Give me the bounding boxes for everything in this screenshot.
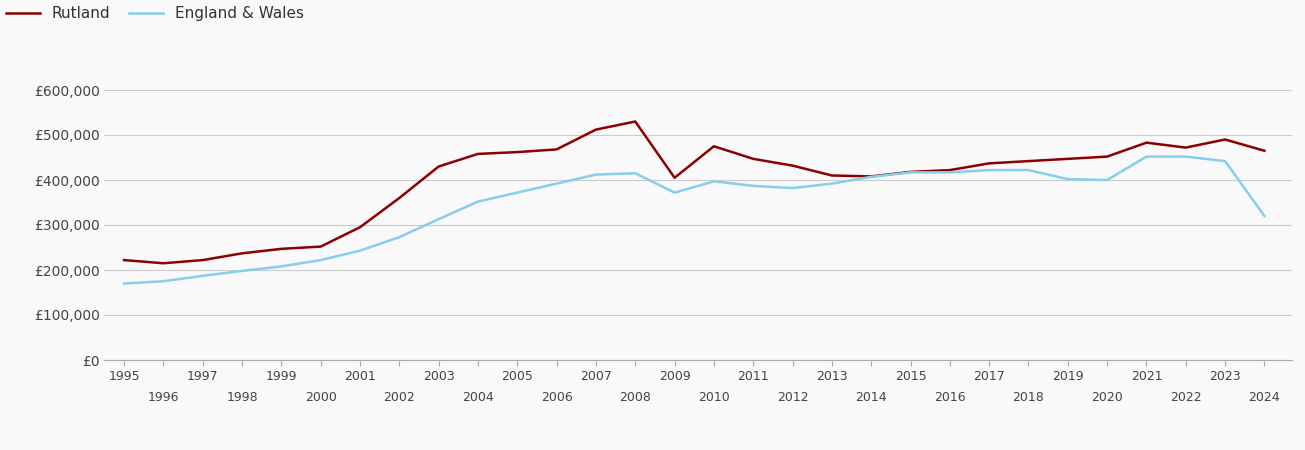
Rutland (1060, 156, 1075, 162)
Rutland (274, 246, 290, 252)
Rutland (1139, 140, 1155, 145)
England & Wales (1021, 167, 1036, 173)
Rutland (392, 195, 407, 201)
England & Wales (431, 216, 446, 222)
England & Wales (313, 257, 329, 263)
Rutland (470, 151, 485, 157)
Rutland (823, 173, 839, 178)
Rutland (903, 169, 919, 175)
Line: England & Wales: England & Wales (124, 157, 1265, 284)
Rutland (234, 251, 249, 256)
Rutland (745, 156, 761, 162)
England & Wales (1099, 177, 1114, 183)
Rutland (313, 244, 329, 249)
England & Wales (470, 199, 485, 204)
Rutland (942, 167, 958, 173)
Rutland (628, 119, 643, 124)
England & Wales (194, 273, 210, 279)
Rutland (1257, 148, 1272, 153)
Rutland (706, 144, 722, 149)
Rutland (589, 127, 604, 132)
Line: Rutland: Rutland (124, 122, 1265, 263)
England & Wales (745, 183, 761, 189)
Rutland (509, 149, 525, 155)
Rutland (864, 174, 880, 179)
England & Wales (823, 181, 839, 186)
Rutland (1178, 145, 1194, 150)
England & Wales (589, 172, 604, 177)
Rutland (431, 164, 446, 169)
England & Wales (667, 190, 683, 195)
Rutland (549, 147, 565, 152)
Rutland (352, 225, 368, 230)
England & Wales (234, 268, 249, 274)
England & Wales (352, 248, 368, 253)
England & Wales (1178, 154, 1194, 159)
England & Wales (509, 190, 525, 195)
Rutland (667, 175, 683, 180)
Rutland (1218, 137, 1233, 142)
Rutland (784, 163, 800, 168)
Rutland (194, 257, 210, 263)
England & Wales (392, 234, 407, 240)
England & Wales (1218, 158, 1233, 164)
England & Wales (155, 279, 171, 284)
Rutland (1099, 154, 1114, 159)
England & Wales (1139, 154, 1155, 159)
Rutland (155, 261, 171, 266)
England & Wales (116, 281, 132, 286)
England & Wales (274, 264, 290, 269)
England & Wales (549, 181, 565, 186)
England & Wales (942, 170, 958, 175)
Legend: Rutland, England & Wales: Rutland, England & Wales (0, 0, 309, 27)
England & Wales (981, 167, 997, 173)
Rutland (1021, 158, 1036, 164)
England & Wales (903, 170, 919, 175)
Rutland (981, 161, 997, 166)
England & Wales (864, 174, 880, 180)
England & Wales (784, 185, 800, 191)
England & Wales (706, 179, 722, 184)
Rutland (116, 257, 132, 263)
England & Wales (1060, 176, 1075, 182)
England & Wales (1257, 213, 1272, 219)
England & Wales (628, 171, 643, 176)
